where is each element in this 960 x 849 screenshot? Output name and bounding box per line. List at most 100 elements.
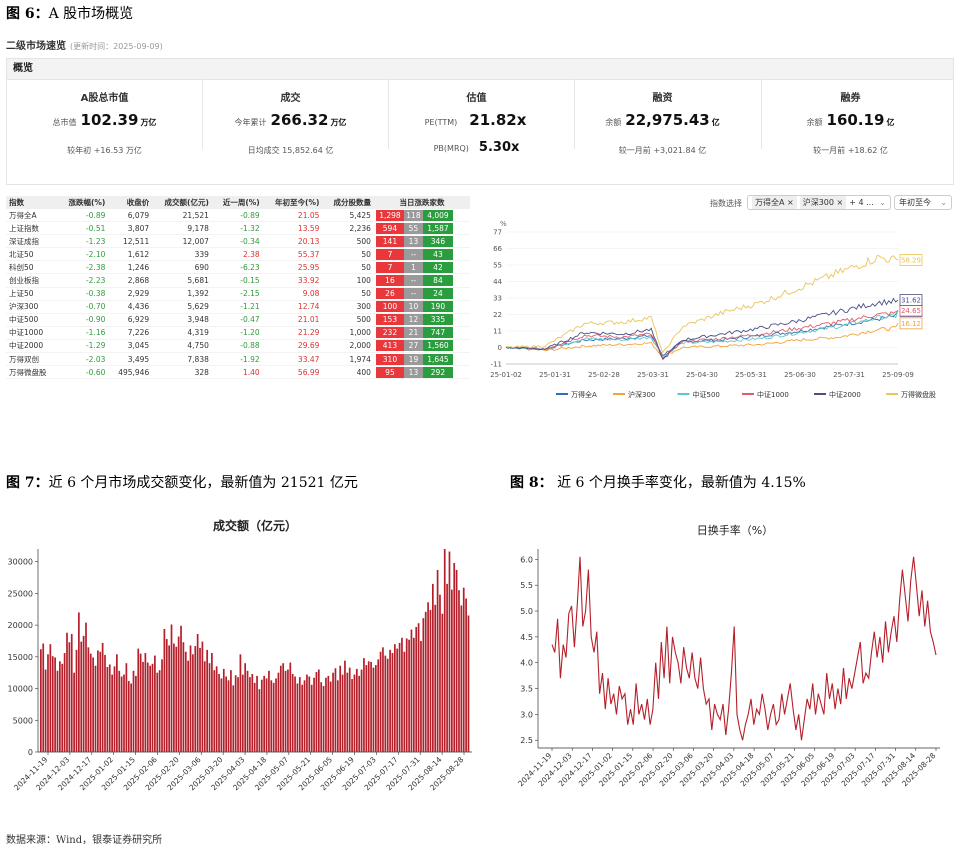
series-line — [505, 297, 899, 360]
bar — [97, 650, 99, 752]
y-tick-label: 4.5 — [520, 633, 533, 642]
figure6-number: 图 6： — [6, 6, 49, 22]
card-value-2: +16.53 万亿 — [93, 146, 142, 155]
index-selector[interactable]: 万得全A × 沪深300 × + 4 ... ⌄ — [747, 195, 891, 210]
bar — [455, 569, 458, 752]
bar — [218, 673, 220, 752]
bar — [439, 594, 441, 752]
table-cell-name: 万得全A — [6, 209, 58, 223]
table-cell-week: -1.92 — [211, 352, 263, 367]
table-cell-n: 5,425 — [322, 209, 374, 223]
bar — [54, 657, 56, 752]
y-tick-label: 5000 — [13, 716, 33, 725]
table-row: 创业板指 -2.23 2,868 5,681 -0.15 33.92 100 16 -- 84 — [6, 273, 470, 288]
advance-decline-flat: -- — [403, 288, 423, 300]
table-cell-n: 500 — [322, 313, 374, 327]
bar — [403, 651, 406, 752]
table-row: 沪深300 -0.70 4,436 5,629 -1.21 12.74 300 100 10 19… — [6, 300, 470, 314]
y-tick-label: 66 — [493, 245, 502, 253]
chevron-down-icon[interactable]: ⌄ — [879, 198, 886, 207]
table-row: 万得双创 -2.03 3,495 7,838 -1.92 33.47 1,974 310 19 1… — [6, 352, 470, 367]
bar — [211, 653, 213, 752]
bar — [334, 668, 337, 752]
bar — [99, 651, 102, 752]
table-cell-amt: 5,681 — [152, 273, 212, 288]
bar — [268, 670, 270, 752]
x-tick-label: 25-04-30 — [686, 371, 718, 379]
table-row: 深证成指 -1.23 12,511 12,007 -0.34 20.13 500 141 13 3… — [6, 234, 470, 249]
advance-decline-flat: 12 — [403, 314, 423, 326]
table-cell-amt: 7,838 — [152, 352, 212, 367]
bar — [120, 676, 123, 752]
bar — [225, 676, 228, 752]
table-cell-chg: -2.23 — [57, 273, 109, 288]
bar — [386, 658, 389, 752]
card-title: 融资 — [652, 93, 673, 104]
advance-decline-flat: -- — [403, 275, 423, 287]
end-label: 24.65 — [901, 307, 921, 315]
table-cell-chg: -1.23 — [57, 234, 109, 249]
bar — [358, 675, 361, 753]
selector-more[interactable]: + 4 ... — [849, 198, 874, 207]
table-cell-week: -0.89 — [211, 209, 263, 223]
bar — [161, 659, 163, 752]
table-cell-close: 4,436 — [108, 300, 153, 314]
advance-decline-flat: 13 — [403, 366, 423, 378]
bar — [177, 636, 180, 752]
bar — [405, 638, 408, 752]
y-tick-label: 44 — [493, 278, 502, 286]
bar — [127, 680, 130, 752]
advance-decline-up: 310 — [375, 353, 404, 365]
bar — [182, 642, 185, 752]
table-cell-n: 400 — [322, 365, 374, 380]
table-cell-name: 创业板指 — [6, 273, 58, 288]
table-cell-ytd: 55.37 — [262, 247, 323, 262]
y-tick-label: 4.0 — [520, 659, 533, 668]
table-cell-ytd: 33.47 — [262, 352, 323, 367]
table-cell-week: -0.47 — [211, 313, 263, 327]
series-line — [505, 310, 899, 361]
bar — [51, 656, 54, 752]
series-line — [506, 310, 899, 357]
y-tick-label: 25000 — [8, 589, 33, 598]
bar — [170, 624, 173, 752]
selector-tag[interactable]: 沪深300 × — [799, 196, 847, 209]
bar — [194, 646, 197, 752]
bar — [189, 645, 192, 752]
legend-label: 万得微盘股 — [901, 390, 936, 399]
table-cell-amt: 339 — [152, 247, 212, 262]
table-cell-amt: 4,319 — [152, 326, 212, 340]
bar — [296, 683, 299, 752]
bar — [374, 665, 377, 752]
bar — [244, 663, 247, 752]
bar — [206, 649, 209, 752]
advance-decline-up: 594 — [375, 222, 404, 234]
advance-decline-cell: 413 27 1,560 — [373, 339, 470, 354]
bar — [441, 613, 444, 752]
bar — [322, 686, 325, 752]
bar — [415, 627, 418, 752]
selector-tag[interactable]: 万得全A × — [752, 196, 797, 209]
range-select[interactable]: 年初至今 ⌄ — [894, 195, 952, 210]
table-cell-week: -0.34 — [211, 234, 263, 249]
legend-label: 沪深300 — [628, 390, 655, 399]
bar — [234, 675, 237, 752]
advance-decline-down: 747 — [422, 327, 453, 339]
bar — [384, 655, 387, 752]
table-cell-amt: 4,750 — [152, 339, 212, 354]
table-row: 科创50 -2.38 1,246 690 -6.23 25.95 50 7 1 42 — [6, 260, 470, 275]
bar — [146, 662, 149, 752]
y-tick-label: 11 — [493, 328, 502, 336]
bar — [303, 680, 306, 752]
bar — [284, 670, 287, 752]
bar — [203, 661, 206, 752]
card-value: 22,975.43 — [625, 111, 710, 129]
end-label-box — [899, 254, 923, 266]
table-cell-chg: -0.70 — [57, 300, 109, 314]
bar — [396, 648, 399, 752]
index-performance-chart: % -11 0 11 22 33 44 55 66 77 25-01-02 25-01-31 25-02… — [490, 220, 936, 399]
bar — [106, 666, 109, 752]
bar — [367, 661, 370, 752]
bar — [279, 665, 282, 752]
col-header: 年初至今(%) — [262, 196, 323, 209]
